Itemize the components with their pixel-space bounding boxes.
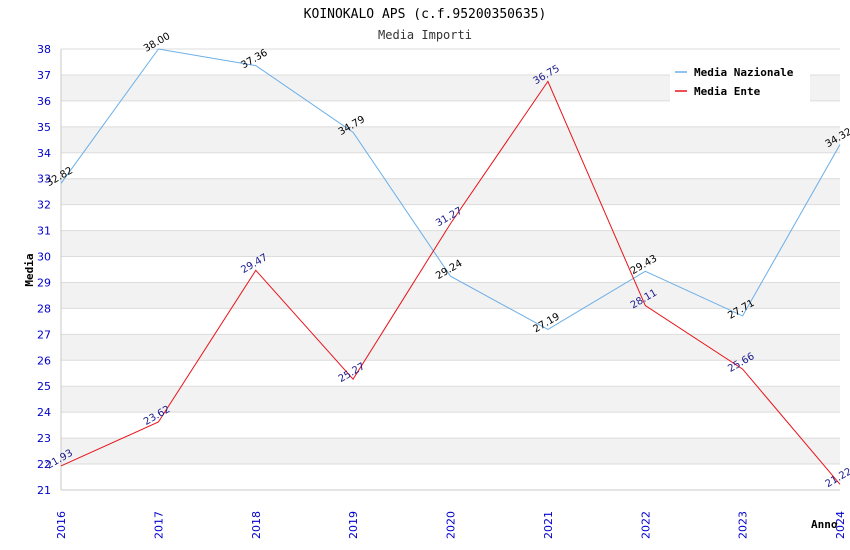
series-lines bbox=[60, 48, 841, 485]
grid-band bbox=[61, 204, 840, 231]
x-tick-label: 2022 bbox=[639, 511, 652, 539]
y-tick-label: 23 bbox=[37, 432, 51, 445]
grid-band bbox=[61, 100, 840, 127]
grid-band bbox=[61, 256, 840, 283]
grid-band bbox=[61, 282, 840, 309]
x-tick-label: 2018 bbox=[250, 511, 263, 539]
x-tick-label: 2020 bbox=[445, 511, 458, 539]
series-line-media-nazionale bbox=[60, 48, 841, 330]
x-tick-label: 2016 bbox=[55, 511, 68, 539]
legend-box bbox=[670, 62, 810, 102]
y-axis-label: Media bbox=[23, 253, 36, 286]
y-tick-label: 32 bbox=[37, 199, 51, 212]
grid-band bbox=[61, 152, 840, 179]
y-tick-label: 30 bbox=[37, 251, 51, 264]
x-tick-label: 2023 bbox=[737, 511, 750, 539]
y-axis-ticks: 21 22 23 24 25 26 27 28 29 30 31 32 33 34 35 36 37 38 bbox=[37, 43, 51, 497]
grid-band bbox=[61, 230, 840, 257]
grid-band bbox=[61, 386, 840, 413]
x-tick-label: 2021 bbox=[542, 511, 555, 539]
grid-lines bbox=[60, 48, 840, 491]
y-tick-label: 33 bbox=[37, 173, 51, 186]
chart-title: KOINOKALO APS (c.f.95200350635) bbox=[304, 7, 547, 22]
y-tick-label: 26 bbox=[37, 354, 51, 367]
x-axis-ticks: 2016 2017 2018 2019 2020 2021 2022 2023 2024 bbox=[55, 511, 847, 539]
x-tick-label: 2019 bbox=[347, 511, 360, 539]
grid-band bbox=[61, 412, 840, 439]
grid-bands bbox=[61, 49, 840, 490]
y-tick-label: 24 bbox=[37, 406, 51, 419]
y-tick-label: 31 bbox=[37, 225, 51, 238]
chart-subtitle: Media Importi bbox=[378, 28, 472, 42]
grid-band bbox=[61, 360, 840, 387]
y-tick-label: 36 bbox=[37, 95, 51, 108]
y-tick-label: 29 bbox=[37, 276, 51, 289]
y-tick-label: 37 bbox=[37, 69, 51, 82]
grid-band bbox=[61, 178, 840, 205]
legend-entry: Media Ente bbox=[694, 85, 761, 98]
x-tick-label: 2017 bbox=[152, 511, 165, 539]
grid-band bbox=[61, 308, 840, 335]
y-tick-label: 34 bbox=[37, 147, 51, 160]
y-tick-label: 22 bbox=[37, 458, 51, 471]
x-axis-label: Anno bbox=[811, 518, 838, 531]
grid-band bbox=[61, 126, 840, 153]
grid-band bbox=[61, 438, 840, 465]
y-tick-label: 38 bbox=[37, 43, 51, 56]
grid-band bbox=[61, 464, 840, 490]
y-tick-label: 21 bbox=[37, 484, 51, 497]
legend: Media Nazionale Media Ente bbox=[670, 62, 810, 102]
legend-entry: Media Nazionale bbox=[694, 66, 794, 79]
y-tick-label: 28 bbox=[37, 302, 51, 315]
grid-band bbox=[61, 334, 840, 361]
y-tick-label: 25 bbox=[37, 380, 51, 393]
x-tick-label: 2024 bbox=[834, 511, 847, 539]
y-tick-label: 27 bbox=[37, 328, 51, 341]
series-line-media-ente bbox=[60, 80, 841, 485]
y-tick-label: 35 bbox=[37, 121, 51, 134]
